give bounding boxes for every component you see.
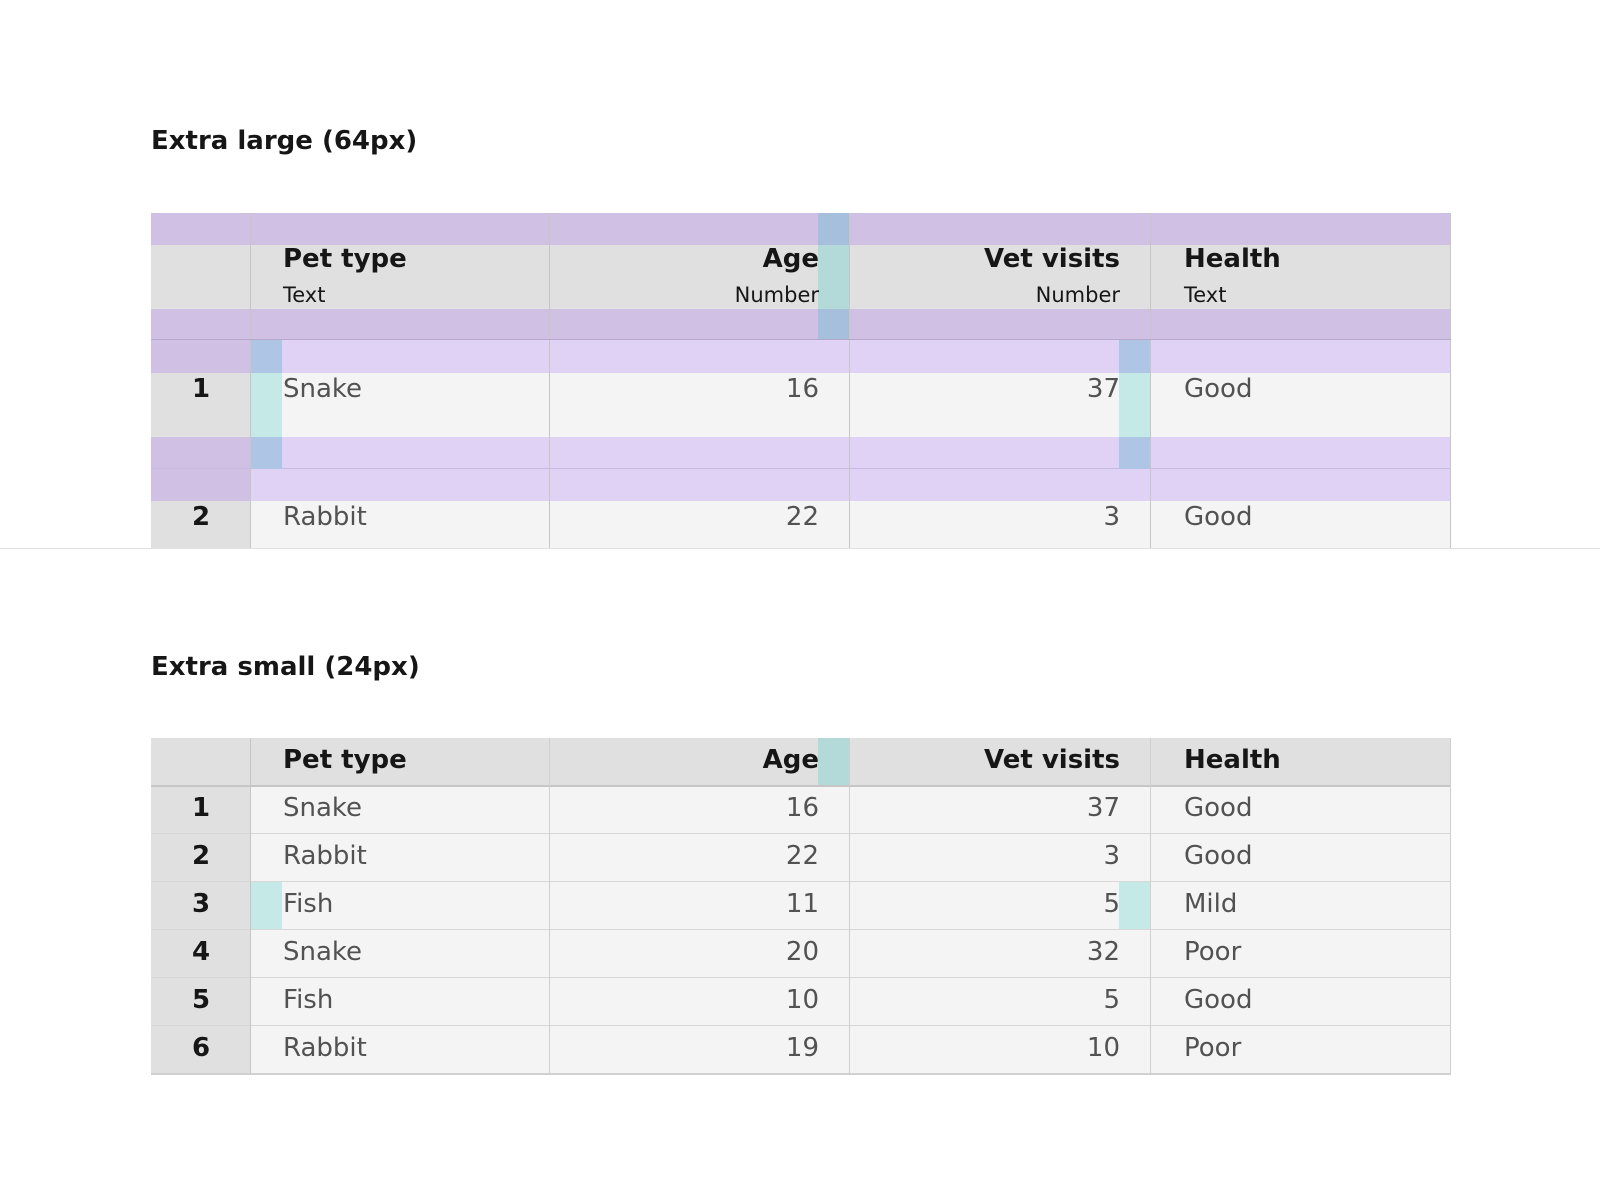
- column-header-age[interactable]: Age: [762, 244, 819, 274]
- column-divider: [549, 213, 550, 548]
- padding-indicator: [250, 882, 282, 930]
- column-header-subtitle: Number: [1035, 283, 1120, 307]
- table-cell-health[interactable]: Good: [1184, 985, 1253, 1015]
- table-cell-vet-visits[interactable]: 32: [1086, 937, 1120, 967]
- row-number: 4: [191, 937, 211, 967]
- section-divider: [0, 548, 1600, 549]
- row-number: 5: [191, 985, 211, 1015]
- spacing-overlay: [151, 437, 250, 501]
- table-cell-health[interactable]: Good: [1184, 374, 1253, 404]
- table-cell-vet-visits[interactable]: 3: [1103, 502, 1120, 532]
- spacing-overlay: [151, 213, 1451, 245]
- row-divider: [151, 977, 1451, 978]
- table-body: [151, 786, 1451, 1074]
- table-cell-health[interactable]: Good: [1184, 502, 1253, 532]
- row-divider: [151, 929, 1451, 930]
- column-header-vet-visits[interactable]: Vet visits: [984, 745, 1120, 775]
- table-cell-pet-type[interactable]: Rabbit: [283, 841, 367, 871]
- table-cell-pet-type[interactable]: Snake: [283, 374, 363, 404]
- table-cell-pet-type[interactable]: Rabbit: [283, 502, 367, 532]
- table-cell-health[interactable]: Poor: [1184, 1033, 1242, 1063]
- column-divider: [1450, 213, 1451, 548]
- table-cell-vet-visits[interactable]: 3: [1103, 841, 1120, 871]
- table-cell-age[interactable]: 19: [785, 1033, 819, 1063]
- column-header-pet-type[interactable]: Pet type: [283, 244, 407, 274]
- padding-indicator: [1119, 340, 1150, 373]
- row-divider: [151, 785, 1451, 787]
- table-cell-pet-type[interactable]: Fish: [283, 889, 334, 919]
- table-cell-pet-type[interactable]: Fish: [283, 985, 334, 1015]
- table-cell-age[interactable]: 20: [785, 937, 819, 967]
- column-header-vet-visits[interactable]: Vet visits: [984, 244, 1120, 274]
- table-cell-pet-type[interactable]: Rabbit: [283, 1033, 367, 1063]
- column-divider: [1150, 738, 1151, 1074]
- table-header-row: [151, 738, 1451, 786]
- column-header-health[interactable]: Health: [1184, 244, 1281, 274]
- row-divider: [151, 1025, 1451, 1026]
- table-cell-vet-visits[interactable]: 37: [1086, 374, 1120, 404]
- column-divider: [849, 213, 850, 548]
- padding-indicator: [818, 309, 849, 340]
- spacing-overlay: [151, 437, 1451, 501]
- spacing-overlay: [151, 340, 250, 373]
- row-divider: [151, 339, 1451, 340]
- padding-indicator: [1119, 882, 1150, 930]
- column-header-subtitle: Number: [734, 283, 819, 307]
- row-divider: [151, 1073, 1451, 1075]
- row-number: 2: [191, 841, 211, 871]
- table-cell-vet-visits[interactable]: 37: [1086, 793, 1120, 823]
- padding-indicator: [250, 437, 282, 469]
- table-cell-health[interactable]: Mild: [1184, 889, 1238, 919]
- table-cell-health[interactable]: Good: [1184, 841, 1253, 871]
- table-cell-age[interactable]: 16: [785, 374, 819, 404]
- column-header-subtitle: Text: [1184, 283, 1227, 307]
- section-title-extra-small: Extra small (24px): [151, 652, 420, 682]
- table-cell-age[interactable]: 10: [785, 985, 819, 1015]
- column-header-health[interactable]: Health: [1184, 745, 1281, 775]
- table-cell-vet-visits[interactable]: 5: [1103, 889, 1120, 919]
- column-divider: [849, 738, 850, 1074]
- row-number: 2: [191, 502, 211, 532]
- row-divider: [151, 833, 1451, 834]
- column-divider: [250, 213, 251, 548]
- column-divider: [1150, 213, 1151, 548]
- spacing-overlay: [151, 309, 1451, 340]
- spacing-overlay: [151, 340, 1451, 373]
- section-title-extra-large: Extra large (64px): [151, 126, 418, 156]
- column-divider: [1450, 738, 1451, 1074]
- row-number: 1: [191, 374, 211, 404]
- padding-indicator: [250, 340, 282, 373]
- row-number: 1: [191, 793, 211, 823]
- table-cell-age[interactable]: 16: [785, 793, 819, 823]
- table-cell-vet-visits[interactable]: 10: [1086, 1033, 1120, 1063]
- padding-indicator: [818, 213, 849, 245]
- column-header-pet-type[interactable]: Pet type: [283, 745, 407, 775]
- table-cell-pet-type[interactable]: Snake: [283, 793, 363, 823]
- column-header-age[interactable]: Age: [762, 745, 819, 775]
- row-divider: [151, 468, 1451, 469]
- row-number: 3: [191, 889, 211, 919]
- table-cell-health[interactable]: Good: [1184, 793, 1253, 823]
- column-divider: [549, 738, 550, 1074]
- table-cell-age[interactable]: 22: [785, 841, 819, 871]
- padding-indicator: [818, 738, 849, 786]
- column-divider: [250, 738, 251, 1074]
- column-header-subtitle: Text: [283, 283, 326, 307]
- row-divider: [151, 881, 1451, 882]
- padding-indicator: [1119, 437, 1150, 469]
- row-number-column: [151, 786, 250, 1074]
- table-cell-age[interactable]: 11: [785, 889, 819, 919]
- table-cell-age[interactable]: 22: [785, 502, 819, 532]
- table-cell-vet-visits[interactable]: 5: [1103, 985, 1120, 1015]
- table-cell-health[interactable]: Poor: [1184, 937, 1242, 967]
- table-cell-pet-type[interactable]: Snake: [283, 937, 363, 967]
- row-number: 6: [191, 1033, 211, 1063]
